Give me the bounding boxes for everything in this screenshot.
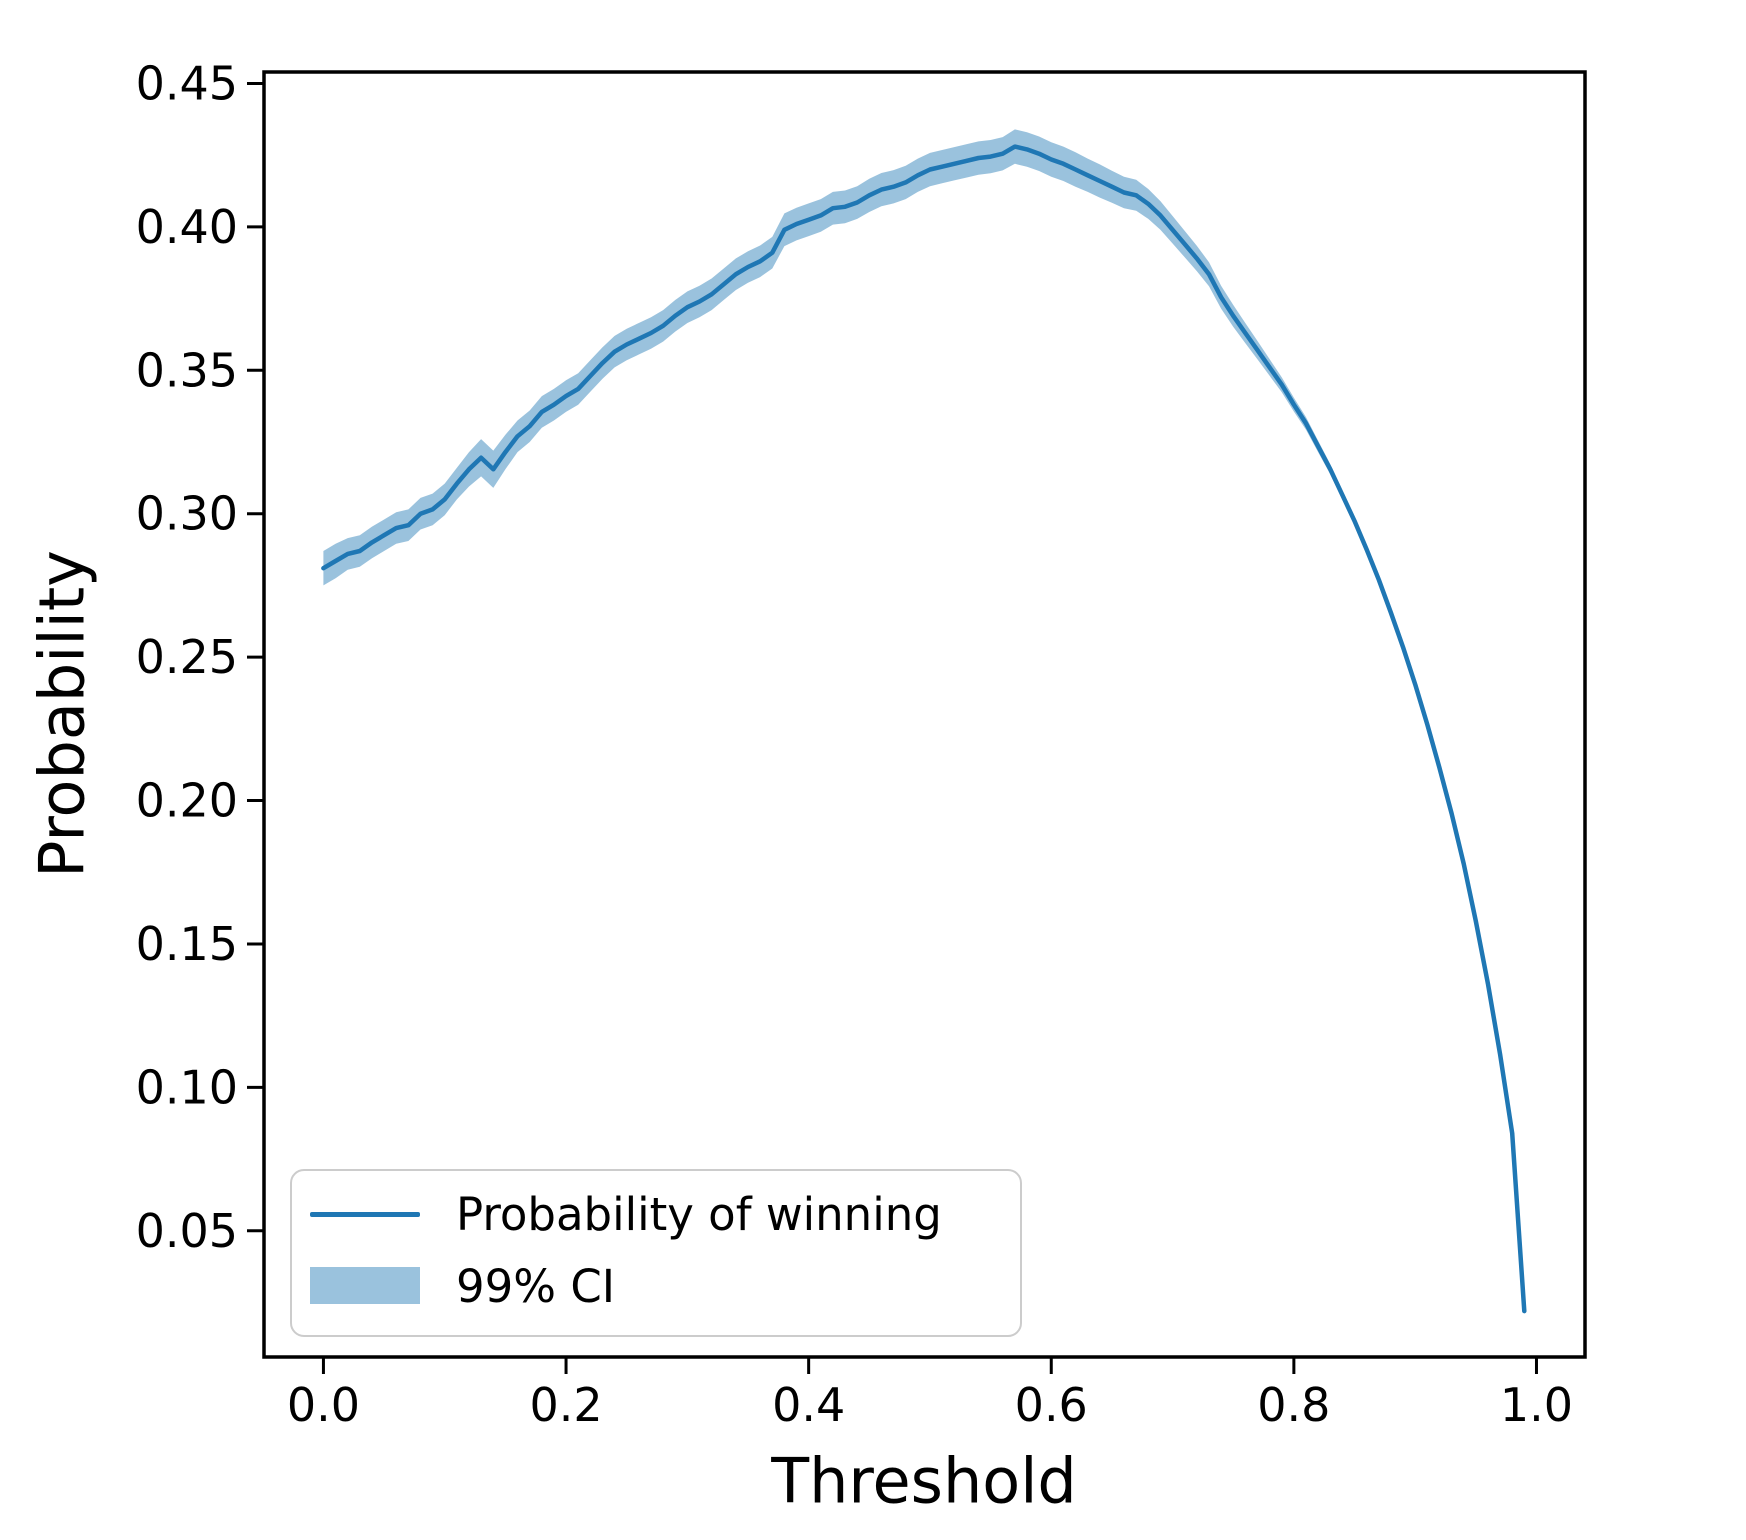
x-tick-label: 1.0 [1500,1378,1573,1432]
legend-label-99-ci: 99% CI [456,1260,616,1313]
x-tick-label: 0.2 [529,1378,602,1432]
legend-line-sample [310,1212,420,1217]
x-tick-label: 0.6 [1015,1378,1088,1432]
y-tick-label: 0.10 [136,1060,238,1114]
y-tick-label: 0.35 [136,343,238,397]
x-tick-label: 0.0 [287,1378,360,1432]
y-tick-label: 0.45 [136,56,238,110]
legend: Probability of winning 99% CI [290,1169,1022,1337]
x-axis-label: Threshold [771,1444,1077,1518]
y-tick-label: 0.40 [136,200,238,254]
x-tick-label: 0.8 [1257,1378,1330,1432]
x-tick-label: 0.4 [772,1378,845,1432]
y-tick-label: 0.20 [136,774,238,828]
y-axis-label: Probability [25,550,99,878]
y-tick-label: 0.25 [136,630,238,684]
axes-spines [262,70,1587,1359]
y-tick-label: 0.30 [136,487,238,541]
probability-line [321,144,1527,1314]
legend-ci-patch-sample [310,1267,420,1304]
y-tick-label: 0.05 [136,1204,238,1258]
y-tick-label: 0.15 [136,917,238,971]
legend-label-probability-of-winning: Probability of winning [456,1188,942,1241]
ci-band [323,129,1525,1312]
